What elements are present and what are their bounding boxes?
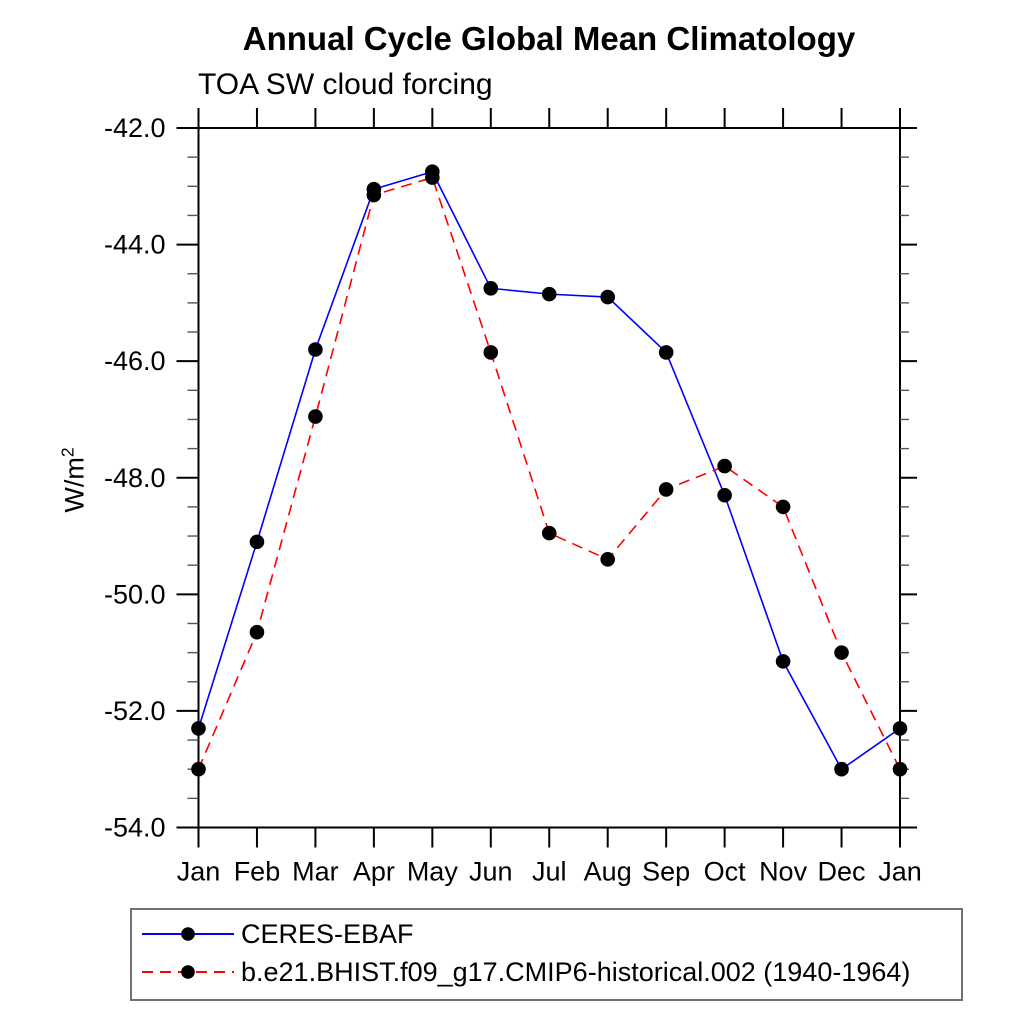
data-point-marker bbox=[425, 170, 440, 185]
legend-item-model-run: b.e21.BHIST.f09_g17.CMIP6-historical.002… bbox=[132, 953, 961, 991]
x-tick-label: Aug bbox=[584, 857, 632, 887]
x-tick-label: May bbox=[407, 857, 459, 887]
data-point-marker bbox=[249, 534, 265, 550]
x-tick-label: Dec bbox=[818, 857, 866, 887]
y-tick-label: -42.0 bbox=[104, 113, 166, 143]
legend-item-ceres-ebaf: CERES-EBAF bbox=[132, 915, 961, 953]
data-point-marker bbox=[600, 289, 616, 305]
data-point-marker bbox=[483, 345, 499, 360]
data-point-marker bbox=[775, 499, 791, 515]
x-tick-label: Jul bbox=[532, 857, 567, 887]
data-point-marker bbox=[366, 187, 382, 203]
legend-swatch-dashed-line bbox=[142, 965, 234, 979]
legend-label-model-run: b.e21.BHIST.f09_g17.CMIP6-historical.002… bbox=[241, 956, 911, 987]
legend-label-ceres-ebaf: CERES-EBAF bbox=[241, 918, 414, 949]
x-tick-label: Mar bbox=[292, 857, 339, 887]
data-point-marker bbox=[717, 458, 732, 474]
data-point-marker bbox=[191, 721, 206, 736]
data-point-marker bbox=[775, 654, 791, 669]
data-point-marker bbox=[834, 761, 849, 777]
legend-marker-dot bbox=[181, 927, 195, 941]
data-point-marker bbox=[717, 487, 732, 503]
y-tick-label: -52.0 bbox=[104, 696, 166, 726]
data-point-marker bbox=[249, 624, 265, 640]
x-tick-label: Apr bbox=[353, 857, 395, 887]
series-line-model-run bbox=[197, 176, 901, 770]
x-tick-label: Feb bbox=[234, 857, 281, 887]
y-tick-label: -44.0 bbox=[104, 230, 166, 260]
x-tick-label: Oct bbox=[704, 857, 747, 887]
data-point-marker bbox=[658, 345, 674, 360]
data-point-marker bbox=[658, 482, 674, 497]
y-tick-label: -46.0 bbox=[104, 346, 166, 376]
chart-subtitle: TOA SW cloud forcing bbox=[198, 68, 493, 101]
data-point-marker bbox=[191, 761, 206, 777]
data-point-marker bbox=[834, 645, 849, 660]
data-point-marker bbox=[308, 342, 323, 357]
legend-marker-dot bbox=[181, 965, 195, 979]
x-tick-label: Sep bbox=[642, 857, 690, 887]
data-point-marker bbox=[483, 281, 499, 296]
x-tick-label: Nov bbox=[759, 857, 808, 887]
y-tick-label: -50.0 bbox=[104, 579, 166, 609]
data-point-marker bbox=[541, 525, 557, 541]
legend-box: CERES-EBAF b.e21.BHIST.f09_g17.CMIP6-his… bbox=[130, 908, 963, 1001]
chart-title: Annual Cycle Global Mean Climatology bbox=[242, 20, 856, 57]
x-tick-label: Jan bbox=[177, 857, 221, 887]
data-point-marker bbox=[892, 761, 908, 777]
x-tick-label: Jun bbox=[469, 857, 513, 887]
data-point-marker bbox=[600, 552, 616, 567]
data-point-marker bbox=[308, 409, 323, 424]
data-point-marker bbox=[892, 721, 908, 736]
y-tick-label: -48.0 bbox=[104, 463, 166, 493]
series-line-ceres-ebaf bbox=[197, 170, 901, 771]
data-point-marker bbox=[541, 286, 557, 302]
y-tick-label: -54.0 bbox=[104, 813, 166, 843]
x-tick-label: Jan bbox=[878, 857, 922, 887]
legend-swatch-solid-line bbox=[142, 927, 234, 941]
